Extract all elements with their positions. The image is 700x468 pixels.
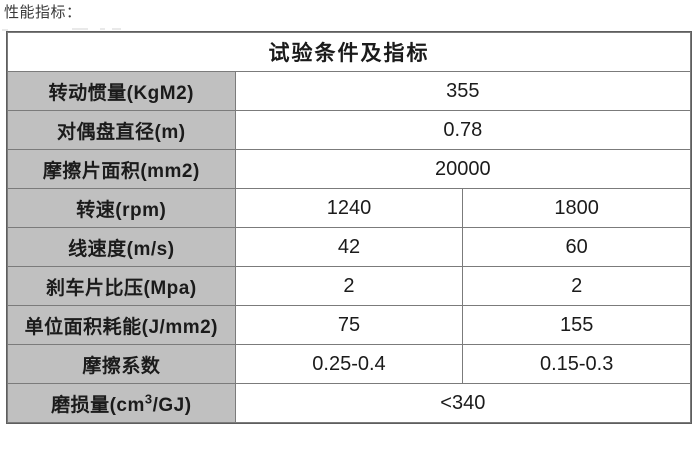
- row-value-merged: 0.78: [234, 110, 692, 150]
- scan-artifact: [100, 28, 105, 30]
- table-row: 转动惯量(KgM2) 355: [7, 71, 692, 111]
- table-row: 刹车片比压(Mpa) 2 2: [7, 266, 691, 306]
- row-value-2: 0.15-0.3: [462, 344, 691, 384]
- row-label: 摩擦系数: [7, 344, 236, 384]
- table-row: 对偶盘直径(m) 0.78: [7, 110, 692, 150]
- row-label: 单位面积耗能(J/mm2): [7, 305, 236, 345]
- table-title-row: 试验条件及指标: [7, 32, 691, 72]
- row-label: 转速(rpm): [7, 188, 236, 228]
- row-value-merged: 20000: [234, 149, 692, 189]
- row-value-1: 0.25-0.4: [234, 344, 464, 384]
- section-caption: 性能指标：: [4, 4, 82, 21]
- row-label: 转动惯量(KgM2): [7, 71, 236, 111]
- scan-artifact: [72, 28, 88, 30]
- row-value-1: 75: [234, 305, 464, 345]
- row-value-2: 2: [462, 266, 691, 306]
- row-value-1: 1240: [234, 188, 464, 228]
- table-row: 转速(rpm) 1240 1800: [7, 188, 691, 228]
- row-value-1: 2: [234, 266, 464, 306]
- row-value-1: 42: [234, 227, 464, 267]
- table-row: 摩擦片面积(mm2) 20000: [7, 149, 692, 189]
- table-row: 单位面积耗能(J/mm2) 75 155: [7, 305, 691, 345]
- scan-artifact: [2, 29, 8, 31]
- spec-table-container: 试验条件及指标 转动惯量(KgM2) 355 对偶盘直径(m) 0.78 摩擦片面积(m…: [6, 31, 692, 424]
- row-value-2: 60: [462, 227, 691, 267]
- row-value-merged: <340: [234, 383, 692, 423]
- spec-table: 试验条件及指标 转动惯量(KgM2) 355 对偶盘直径(m) 0.78 摩擦片面积(m…: [6, 31, 692, 424]
- spec-table-body: 试验条件及指标 转动惯量(KgM2) 355 对偶盘直径(m) 0.78 摩擦片面积(m…: [7, 32, 692, 423]
- row-label: 摩擦片面积(mm2): [7, 149, 236, 189]
- table-row: 摩擦系数 0.25-0.4 0.15-0.3: [7, 344, 691, 384]
- row-label: 线速度(m/s): [7, 227, 236, 267]
- row-label: 刹车片比压(Mpa): [7, 266, 236, 306]
- scan-artifact: [112, 28, 121, 30]
- row-label: 对偶盘直径(m): [7, 110, 236, 150]
- table-row: 磨损量(cm3/GJ) <340: [7, 383, 692, 423]
- row-label: 磨损量(cm3/GJ): [7, 383, 236, 423]
- table-title: 试验条件及指标: [7, 32, 691, 72]
- table-row: 线速度(m/s) 42 60: [7, 227, 691, 267]
- row-value-2: 1800: [462, 188, 691, 228]
- row-value-2: 155: [462, 305, 691, 345]
- row-value-merged: 355: [234, 71, 692, 111]
